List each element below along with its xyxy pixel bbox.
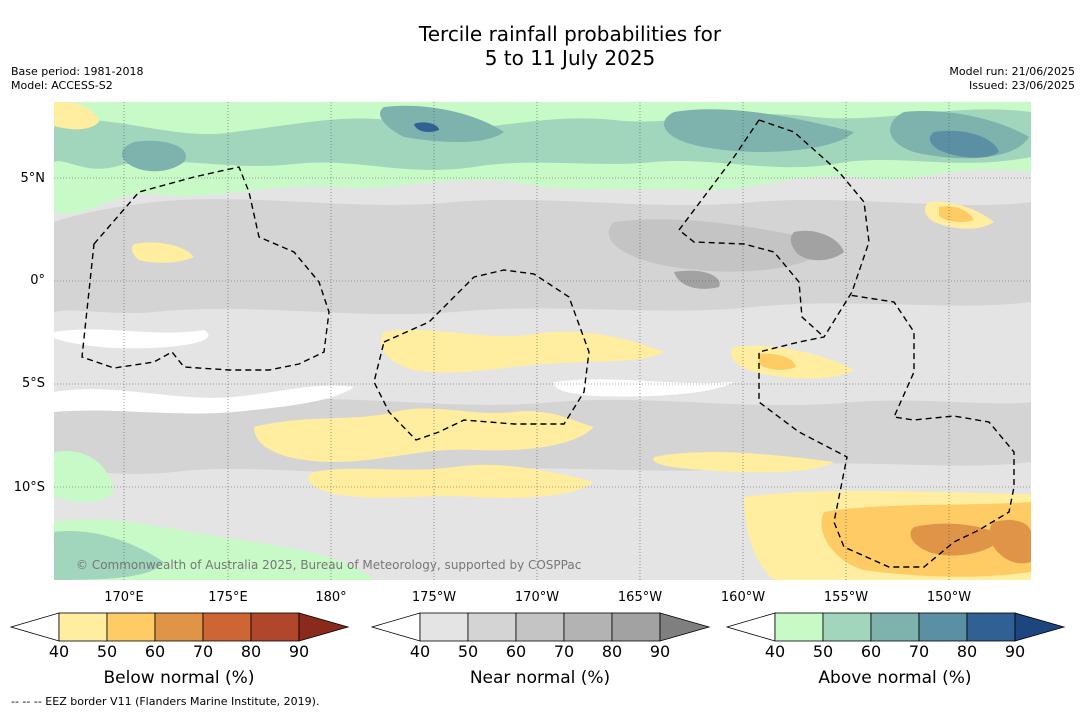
cbar-near-tick-40: 40	[409, 642, 431, 661]
lon-label-180: 180°	[315, 590, 347, 605]
cbar-above-tick-80: 80	[956, 642, 978, 661]
title-line-2: 5 to 11 July 2025	[484, 46, 656, 70]
base-period: Base period: 1981-2018	[11, 65, 144, 78]
rainfall-map	[54, 101, 1031, 580]
lat-label-0: 0°	[30, 273, 45, 288]
cbar-above-tick-50: 50	[812, 642, 834, 661]
cbar-above-tick-60: 60	[860, 642, 882, 661]
title-line-1: Tercile rainfall probabilities for	[418, 22, 722, 46]
map-area	[54, 101, 1031, 580]
colorbar-near-swatches	[371, 612, 711, 642]
colorbar-above-swatches	[726, 612, 1066, 642]
colorbar-below-swatches	[10, 612, 350, 642]
lon-label-170w: 170°W	[514, 590, 560, 605]
map-title: Tercile rainfall probabilities for 5 to …	[0, 22, 1085, 70]
cbar-below-tick-70: 70	[192, 642, 214, 661]
cbar-below-tick-60: 60	[144, 642, 166, 661]
colorbar-above	[726, 612, 1066, 642]
colorbar-near	[371, 612, 711, 642]
cbar-above-tick-40: 40	[764, 642, 786, 661]
cbar-below-tick-90: 90	[288, 642, 310, 661]
cbar-above-tick-70: 70	[908, 642, 930, 661]
cbar-above-tick-90: 90	[1004, 642, 1026, 661]
meta-right: Model run: 21/06/2025 Issued: 23/06/2025	[949, 65, 1075, 93]
model-name: Model: ACCESS-S2	[11, 79, 113, 92]
cbar-near-tick-80: 80	[601, 642, 623, 661]
lon-label-160w: 160°W	[720, 590, 766, 605]
cbar-near-tick-50: 50	[457, 642, 479, 661]
copyright-credit: © Commonwealth of Australia 2025, Bureau…	[76, 558, 582, 572]
cbar-near-tick-60: 60	[505, 642, 527, 661]
lat-label-5s: 5°S	[21, 376, 45, 391]
cbar-below-tick-80: 80	[240, 642, 262, 661]
lon-label-175e: 175°E	[208, 590, 248, 605]
colorbar-below	[10, 612, 350, 642]
cbar-below-tick-50: 50	[96, 642, 118, 661]
lon-label-155w: 155°W	[823, 590, 869, 605]
lat-label-5n: 5°N	[20, 171, 46, 186]
colorbar-above-title: Above normal (%)	[818, 668, 972, 688]
issued-date: Issued: 23/06/2025	[968, 79, 1075, 92]
cbar-near-tick-90: 90	[649, 642, 671, 661]
lon-label-175w: 175°W	[411, 590, 457, 605]
graticule	[54, 102, 1031, 580]
eez-borders	[81, 119, 1015, 568]
lon-label-150w: 150°W	[926, 590, 972, 605]
eez-footnote: -- -- -- EEZ border V11 (Flanders Marine…	[11, 695, 320, 708]
lon-label-170e: 170°E	[104, 590, 144, 605]
cbar-below-tick-40: 40	[48, 642, 70, 661]
model-run: Model run: 21/06/2025	[949, 65, 1075, 78]
lon-label-165w: 165°W	[617, 590, 663, 605]
cbar-near-tick-70: 70	[553, 642, 575, 661]
lat-label-10s: 10°S	[13, 480, 45, 495]
colorbar-near-title: Near normal (%)	[469, 668, 611, 688]
meta-left: Base period: 1981-2018 Model: ACCESS-S2	[11, 65, 143, 93]
colorbar-below-title: Below normal (%)	[103, 668, 255, 688]
